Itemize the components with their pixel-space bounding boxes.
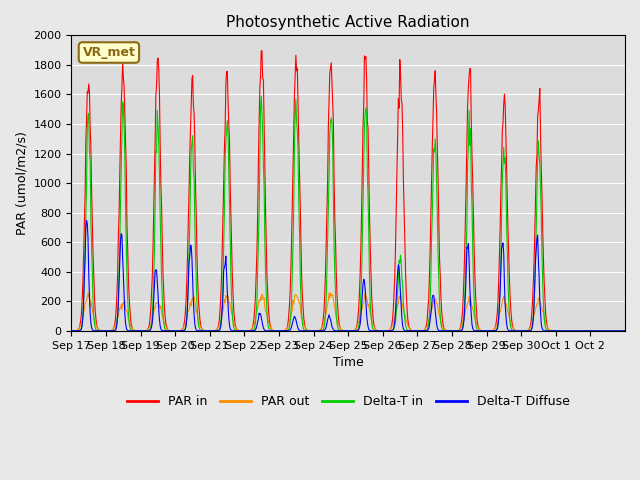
- Delta-T Diffuse: [284, 328, 291, 334]
- Delta-T Diffuse: [262, 328, 270, 334]
- X-axis label: Time: Time: [333, 356, 364, 369]
- Delta-T in: [132, 328, 140, 334]
- Y-axis label: PAR (umol/m2/s): PAR (umol/m2/s): [15, 131, 28, 235]
- PAR in: [621, 328, 629, 334]
- Delta-T in: [234, 328, 242, 334]
- Title: Photosynthetic Active Radiation: Photosynthetic Active Radiation: [227, 15, 470, 30]
- Delta-T Diffuse: [552, 328, 560, 334]
- PAR out: [406, 326, 413, 332]
- PAR in: [552, 328, 560, 334]
- PAR in: [234, 328, 242, 334]
- PAR out: [621, 328, 629, 334]
- PAR out: [234, 327, 242, 333]
- PAR out: [362, 290, 369, 296]
- Line: PAR out: PAR out: [72, 293, 625, 331]
- PAR out: [283, 326, 291, 332]
- PAR out: [437, 319, 445, 325]
- Delta-T Diffuse: [437, 328, 445, 334]
- Delta-T in: [257, 93, 265, 99]
- PAR in: [437, 295, 445, 301]
- Delta-T in: [552, 328, 560, 334]
- PAR in: [132, 328, 140, 334]
- Legend: PAR in, PAR out, Delta-T in, Delta-T Diffuse: PAR in, PAR out, Delta-T in, Delta-T Dif…: [122, 390, 575, 413]
- Delta-T Diffuse: [68, 328, 76, 334]
- Delta-T Diffuse: [133, 328, 141, 334]
- Line: Delta-T Diffuse: Delta-T Diffuse: [72, 220, 625, 331]
- Delta-T Diffuse: [621, 328, 629, 334]
- Delta-T Diffuse: [235, 328, 243, 334]
- Line: PAR in: PAR in: [72, 50, 625, 331]
- PAR in: [68, 328, 76, 334]
- PAR in: [262, 240, 270, 246]
- Delta-T in: [406, 328, 413, 334]
- Text: VR_met: VR_met: [83, 46, 135, 59]
- PAR out: [262, 309, 269, 314]
- PAR out: [552, 328, 560, 334]
- PAR in: [258, 48, 266, 53]
- PAR in: [406, 326, 413, 332]
- PAR in: [284, 324, 291, 330]
- Delta-T in: [621, 328, 629, 334]
- Delta-T in: [437, 321, 445, 327]
- Delta-T in: [262, 294, 270, 300]
- Delta-T Diffuse: [83, 217, 90, 223]
- Delta-T in: [284, 328, 291, 334]
- Delta-T Diffuse: [406, 328, 413, 334]
- Delta-T in: [68, 328, 76, 334]
- Line: Delta-T in: Delta-T in: [72, 96, 625, 331]
- PAR out: [68, 328, 76, 334]
- PAR out: [132, 328, 140, 334]
